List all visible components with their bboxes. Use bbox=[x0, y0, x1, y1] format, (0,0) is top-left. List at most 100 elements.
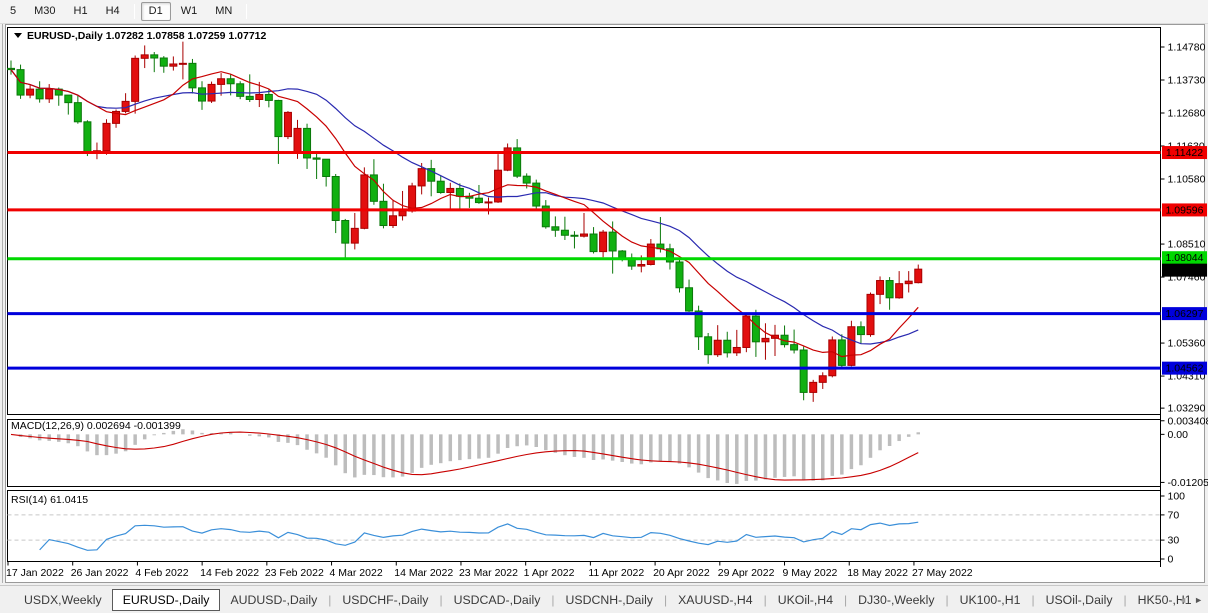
timeframe-button-m30[interactable]: M30 bbox=[34, 4, 56, 17]
level-price-label-box bbox=[1162, 307, 1207, 321]
timeframe-button-w1[interactable]: W1 bbox=[180, 4, 198, 17]
price-axis-tick-label: 1.08510 bbox=[1168, 239, 1206, 251]
candle-body bbox=[178, 62, 187, 65]
candle-body bbox=[102, 122, 111, 152]
tab-separator: | bbox=[551, 592, 555, 607]
tab-separator: | bbox=[945, 592, 949, 607]
level-price-label[interactable]: 1.11422 bbox=[1162, 146, 1207, 159]
tab-scroll-left-icon[interactable]: ◄ bbox=[1178, 595, 1188, 605]
level-price-label-box bbox=[1162, 361, 1207, 375]
candle-body bbox=[169, 63, 178, 67]
candle-body bbox=[694, 310, 703, 338]
timeframe-button-h4[interactable]: H4 bbox=[105, 4, 120, 17]
level-price-label-box bbox=[1162, 251, 1207, 265]
level-price-label-text: 1.06297 bbox=[1166, 308, 1204, 320]
time-axis-label: 23 Feb 2022 bbox=[265, 567, 324, 579]
candle-body bbox=[245, 95, 254, 100]
candle-body bbox=[751, 315, 760, 343]
candle-body bbox=[360, 174, 369, 229]
price-axis-tick-label: 1.05360 bbox=[1168, 338, 1206, 350]
candle-body bbox=[522, 175, 531, 184]
chart-tab-usdcad-daily[interactable]: USDCAD-,Daily bbox=[453, 592, 541, 607]
timeframe-button-mn[interactable]: MN bbox=[215, 4, 233, 17]
price-axis-tick-label: 1.13730 bbox=[1168, 75, 1206, 87]
level-price-label[interactable]: 1.06297 bbox=[1162, 307, 1207, 321]
candle-body bbox=[217, 78, 226, 85]
price-chart-svg[interactable]: 1.147801.137301.126801.116301.105801.085… bbox=[0, 24, 1208, 585]
tab-separator: | bbox=[328, 592, 332, 607]
rsi-pane[interactable] bbox=[7, 490, 1161, 562]
candle-body bbox=[723, 339, 732, 354]
macd-group: MACD(12,26,9) 0.002694 -0.001399 0.003408… bbox=[10, 415, 1208, 489]
candle-body bbox=[876, 280, 885, 295]
ma-fast-line bbox=[10, 69, 919, 358]
candle-body bbox=[646, 243, 655, 265]
level-price-label-box bbox=[1162, 146, 1207, 160]
candle-body bbox=[303, 127, 312, 159]
macd-signal-line bbox=[10, 431, 919, 481]
candle-body bbox=[255, 93, 264, 100]
candle-body bbox=[494, 169, 503, 203]
time-axis: 17 Jan 2022 26 Jan 2022 4 Feb 2022 14 Feb 2… bbox=[6, 561, 973, 579]
chart-tab-audusd-daily[interactable]: AUDUSD-,Daily bbox=[230, 592, 318, 607]
macd-axis-label: -0.01205 bbox=[1168, 477, 1208, 489]
time-axis-label: 27 May 2022 bbox=[912, 567, 973, 579]
candle-body bbox=[847, 326, 856, 366]
tab-scrollers: ◄ ► bbox=[1178, 596, 1203, 605]
candle-body bbox=[904, 280, 913, 285]
chart-tab-uk100-h1[interactable]: UK100-,H1 bbox=[959, 592, 1021, 607]
candle-body bbox=[570, 234, 579, 237]
ma-slow-line bbox=[10, 69, 919, 345]
candle-body bbox=[45, 88, 54, 100]
rsi-label: RSI(14) 61.0415 bbox=[11, 494, 88, 506]
chart-tab-usdcnh-daily[interactable]: USDCNH-,Daily bbox=[565, 592, 653, 607]
candle-body bbox=[513, 147, 522, 177]
level-price-label[interactable]: 1.08044 bbox=[1162, 251, 1207, 265]
candle-body bbox=[427, 168, 436, 182]
candle-body bbox=[828, 339, 837, 377]
chart-tab-usoil-daily[interactable]: USOil-,Daily bbox=[1045, 592, 1113, 607]
toolbar-separator bbox=[133, 4, 135, 19]
macd-label: MACD(12,26,9) 0.002694 -0.001399 bbox=[11, 420, 181, 432]
candle-body bbox=[856, 326, 865, 336]
time-axis-label: 14 Mar 2022 bbox=[394, 567, 453, 579]
candle-body bbox=[236, 83, 245, 97]
chart-tab-usdx-weekly[interactable]: USDX,Weekly bbox=[24, 592, 102, 607]
candle-body bbox=[685, 287, 694, 312]
candle-body bbox=[618, 250, 627, 259]
candle-body bbox=[331, 175, 340, 221]
candle-body bbox=[322, 158, 331, 177]
candle-body bbox=[560, 229, 569, 236]
level-price-label-text: 1.08044 bbox=[1166, 252, 1204, 264]
candle-body bbox=[809, 381, 818, 393]
candle-body bbox=[140, 54, 149, 59]
candle-body bbox=[159, 57, 168, 67]
candle-body bbox=[665, 248, 674, 263]
level-price-label[interactable]: 1.09596 bbox=[1162, 203, 1207, 217]
timeframe-button-h1[interactable]: H1 bbox=[73, 4, 88, 17]
candles-group bbox=[7, 41, 923, 402]
rsi-group: RSI(14) 61.0415 100 70 30 0 bbox=[7, 491, 1185, 566]
candle-body bbox=[837, 339, 846, 366]
symbol-dropdown-icon[interactable] bbox=[14, 33, 22, 38]
chart-tab-usdchf-daily[interactable]: USDCHF-,Daily bbox=[342, 592, 429, 607]
chart-tab-dj30-weekly[interactable]: DJ30-,Weekly bbox=[858, 592, 935, 607]
chart-tab-ukoil-h4[interactable]: UKOil-,H4 bbox=[777, 592, 834, 607]
timeframe-button-5[interactable]: 5 bbox=[10, 4, 17, 17]
chart-tab-xauusd-h4[interactable]: XAUUSD-,H4 bbox=[678, 592, 753, 607]
level-price-label[interactable]: 1.04562 bbox=[1162, 361, 1207, 375]
candle-body bbox=[35, 88, 44, 100]
candle-body bbox=[608, 231, 617, 252]
current-price-label[interactable]: 1.07712 bbox=[1162, 263, 1207, 277]
chart-tab-hk50-h1[interactable]: HK50-,H1 bbox=[1137, 592, 1192, 607]
candle-body bbox=[761, 337, 770, 343]
time-axis-label: 9 May 2022 bbox=[783, 567, 838, 579]
time-axis-label: 17 Jan 2022 bbox=[6, 567, 64, 579]
chart-tab-eurusd-daily[interactable]: EURUSD-,Daily bbox=[111, 588, 221, 611]
candle-body bbox=[283, 111, 292, 138]
level-price-label-text: 1.04562 bbox=[1166, 363, 1204, 375]
tab-scroll-right-icon[interactable]: ► bbox=[1194, 595, 1203, 605]
current-price-label-text: 1.07712 bbox=[1166, 265, 1204, 277]
timeframe-button-d1[interactable]: D1 bbox=[140, 1, 171, 22]
